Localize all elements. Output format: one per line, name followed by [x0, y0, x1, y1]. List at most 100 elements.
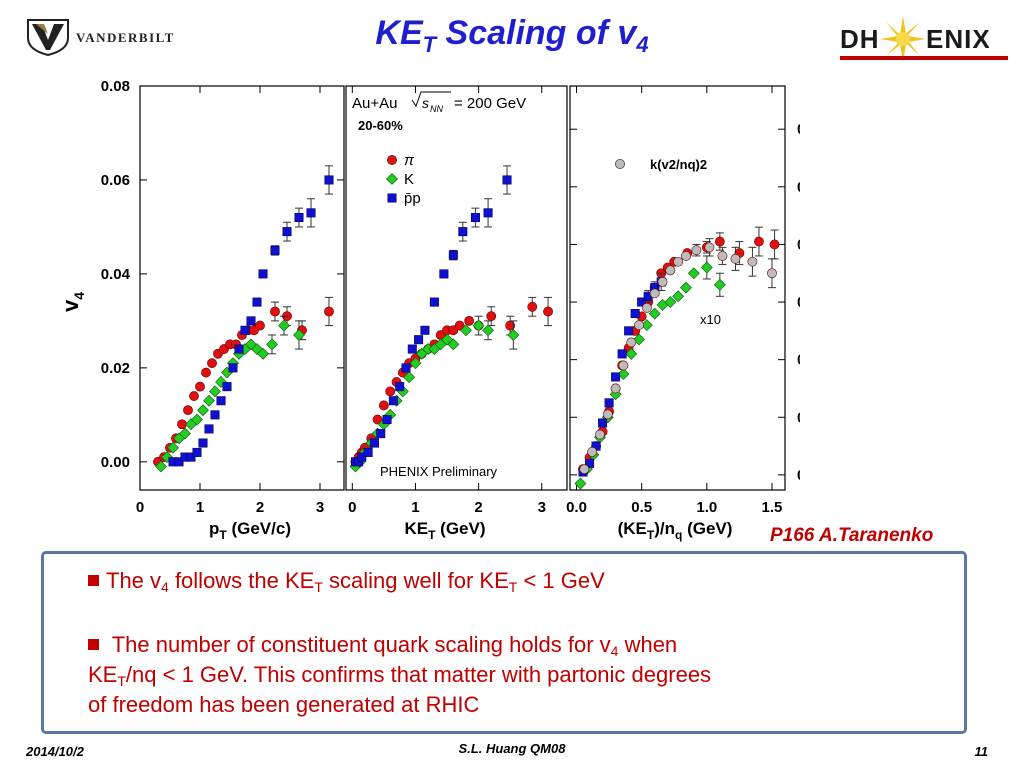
data-point: [189, 391, 199, 401]
panel-ket-nq: 0.0 0.5 1.0 1.5 0.00 0.02 0.04 0.06 0.08 0.10 0.12…: [566, 85, 800, 516]
data-point: [595, 429, 605, 440]
y-tick-label: 0.06: [797, 294, 800, 311]
footer-page-number: 11: [974, 744, 989, 759]
x-tick-label: 0.5: [631, 499, 652, 516]
bullet-2-line-2: KET/nq < 1 GeV. This confirms that matte…: [88, 660, 711, 696]
data-point: [255, 320, 265, 331]
data-point: [246, 316, 256, 326]
data-point: [306, 208, 316, 218]
bullet-2-text-b: when: [618, 632, 678, 657]
data-point: [216, 396, 226, 406]
legend-label: k(v2/nq)2: [650, 157, 707, 172]
data-point: [155, 460, 167, 473]
data-point: [252, 297, 262, 307]
data-point: [420, 325, 430, 335]
data-point: [617, 349, 627, 359]
data-point: [372, 414, 383, 425]
bullet-2-sub-a: 4: [610, 643, 619, 659]
data-point: [207, 358, 217, 369]
title-ke: KE: [375, 14, 423, 52]
data-point: [357, 452, 367, 462]
data-point: [626, 337, 637, 348]
data-point: [665, 265, 676, 276]
data-point: [210, 410, 220, 420]
data-point: [385, 386, 396, 397]
data-point: [717, 251, 728, 261]
title-sub-t: T: [422, 32, 437, 57]
data-point: [409, 357, 422, 370]
data-point: [191, 413, 203, 426]
x-tick-label: 2: [256, 499, 264, 516]
bullet-1: The v4 follows the KET scaling well for …: [88, 566, 605, 602]
legend-marker: [615, 159, 626, 170]
data-point: [209, 385, 221, 398]
annotation-x10: x10: [700, 312, 721, 327]
data-point: [482, 324, 494, 337]
slide-title: KET Scaling of v4: [0, 14, 1024, 58]
summary-box: The v4 follows the KET scaling well for …: [41, 551, 967, 734]
x-tick-label: 1: [411, 499, 419, 516]
data-point: [767, 268, 777, 279]
y-tick-label: 0.00: [797, 467, 800, 484]
x-tick-label: 3: [316, 499, 324, 516]
x-tick-label: 3: [538, 499, 546, 516]
data-point: [579, 464, 590, 475]
data-point: [483, 208, 493, 218]
bullet-1-sub-b: T: [314, 579, 323, 595]
y-axis-label-left: v4: [58, 292, 87, 312]
data-point: [382, 415, 392, 425]
data-point: [507, 329, 520, 341]
annotation-centrality: 20-60%: [358, 118, 403, 133]
bullet-1-text-a: The v: [106, 568, 162, 593]
data-point: [294, 213, 304, 223]
data-point: [378, 400, 389, 411]
data-point: [203, 394, 215, 407]
sqrt-sign-icon: [411, 91, 451, 108]
data-point: [388, 396, 398, 406]
x-tick-label: 0: [348, 499, 356, 516]
data-point: [403, 371, 416, 384]
bullet-1-text-b: follows the KE: [168, 568, 315, 593]
data-point: [198, 438, 208, 448]
data-point: [447, 338, 460, 351]
data-point: [648, 307, 661, 320]
data-point: [401, 363, 411, 373]
data-point: [713, 278, 726, 291]
y-tick-label: 0.02: [101, 360, 130, 377]
panel-ket: 0 1 2 3 Au+Au s NN = 200 GeV 20-60% PHENIX Prelim…: [345, 85, 568, 516]
x-tick-label: 0.0: [566, 499, 587, 516]
data-point: [585, 458, 595, 468]
data-point: [602, 409, 613, 420]
x-axis-label-right: (KET)/nq (GeV): [618, 519, 733, 542]
legend-label: π: [404, 152, 415, 169]
title-rest: Scaling of v: [436, 14, 637, 52]
bullet-1-sub-c: T: [508, 579, 518, 595]
bullet-square-icon: [88, 575, 99, 586]
data-point: [266, 338, 278, 351]
annotation-snn: s: [422, 95, 429, 111]
footer-author: S.L. Huang QM08: [458, 741, 566, 756]
bullet-2-line-3: of freedom has been generated at RHIC: [88, 692, 480, 717]
data-point: [587, 446, 598, 457]
y-tick-label: 0.10: [797, 179, 800, 196]
y-tick-label: 0.12: [797, 121, 800, 138]
data-point: [747, 256, 758, 267]
data-point: [197, 404, 209, 417]
bullet-2-line-2-sub: T: [117, 673, 126, 689]
annotation-collision: Au+Au: [352, 95, 397, 112]
data-point: [625, 347, 638, 360]
data-point: [681, 251, 691, 261]
legend-marker: [387, 193, 397, 203]
bullet-2-line-2-b: /nq < 1 GeV. This confirms that matter w…: [125, 662, 712, 687]
legend-marker: [387, 155, 397, 165]
data-point: [611, 372, 621, 382]
data-point: [633, 333, 645, 346]
data-point: [460, 324, 472, 337]
data-point: [527, 301, 538, 312]
data-point: [470, 213, 480, 223]
footer-date: 2014/10/2: [26, 744, 84, 759]
data-point: [454, 320, 465, 331]
data-point: [324, 175, 334, 185]
data-point: [486, 311, 497, 322]
vanderbilt-logo: VANDERBILT: [24, 16, 194, 60]
